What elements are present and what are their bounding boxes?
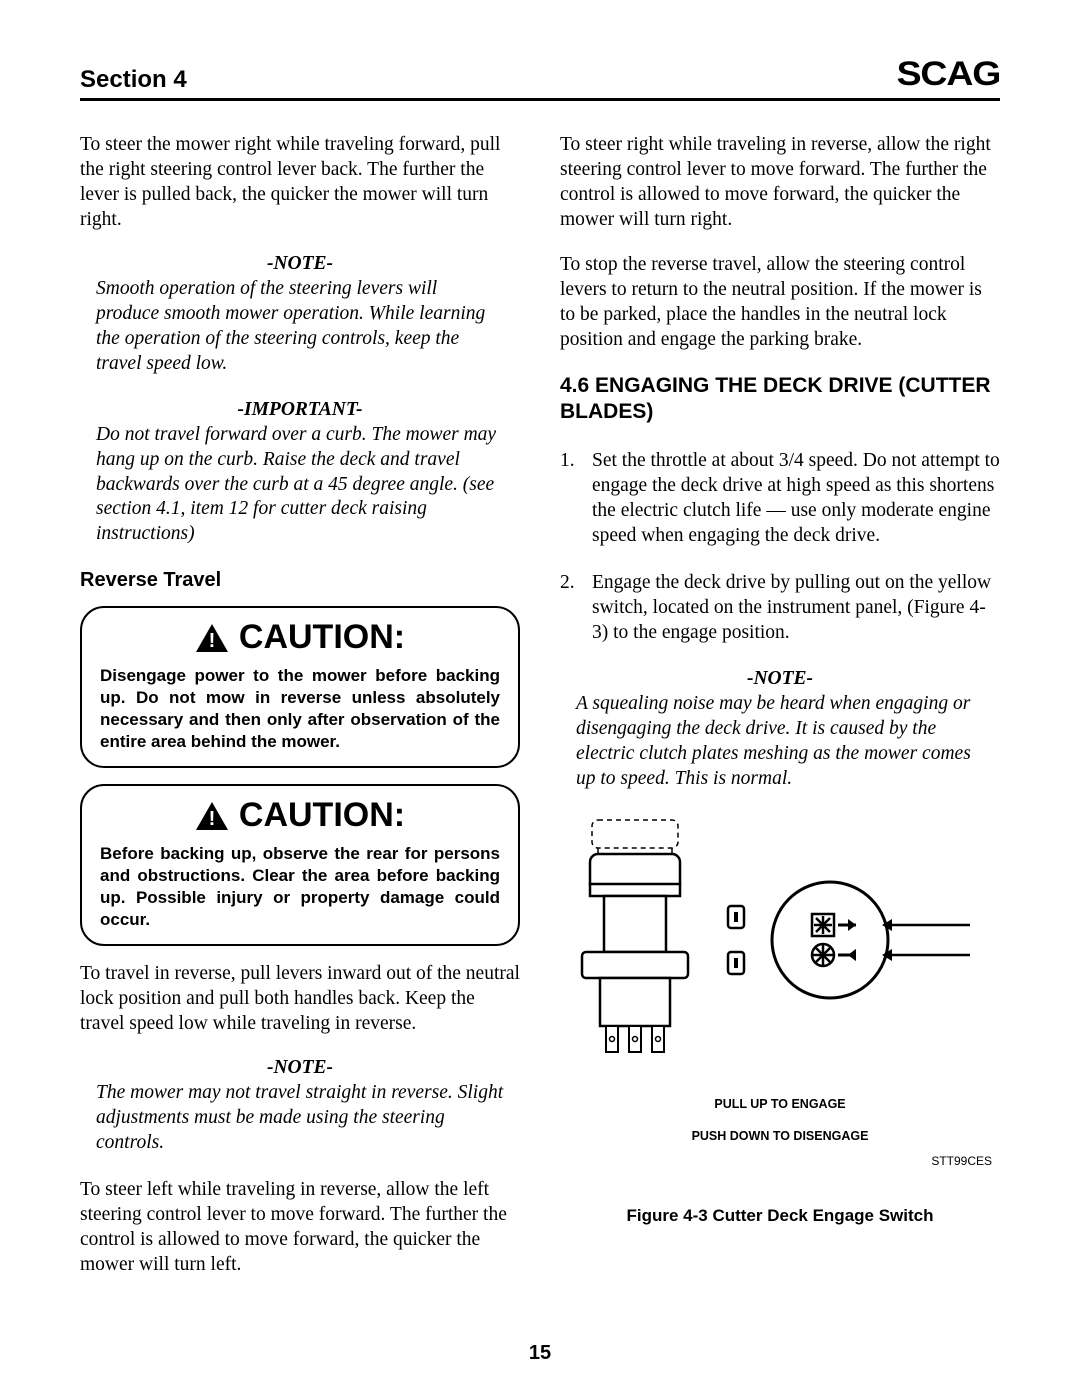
- switch-side-view-icon: [560, 814, 710, 1074]
- left-column: To steer the mower right while traveling…: [80, 133, 520, 1278]
- caution-title: CAUTION:: [239, 618, 405, 657]
- disengage-label: PUSH DOWN TO DISENGAGE: [560, 1126, 1000, 1146]
- caution-header: ! CAUTION:: [100, 796, 500, 835]
- svg-text:!: !: [209, 630, 216, 652]
- section-label: Section 4: [80, 66, 187, 94]
- brand-logo: SCAG: [896, 55, 1000, 94]
- page-header: Section 4 SCAG: [80, 55, 1000, 101]
- caution-2-text: Before backing up, observe the rear for …: [100, 843, 500, 930]
- caution-title: CAUTION:: [239, 796, 405, 835]
- section-4-6-heading: 4.6 ENGAGING THE DECK DRIVE (CUTTER BLAD…: [560, 373, 1000, 426]
- switch-top-view-icon: [720, 874, 990, 1014]
- right-column: To steer right while traveling in revers…: [560, 133, 1000, 1278]
- page-number: 15: [0, 1342, 1080, 1365]
- steer-right-fwd-para: To steer the mower right while traveling…: [80, 133, 520, 233]
- reverse-travel-para: To travel in reverse, pull levers inward…: [80, 962, 520, 1037]
- svg-text:!: !: [209, 808, 216, 830]
- engage-label: PULL UP TO ENGAGE: [560, 1094, 1000, 1114]
- note-label: -NOTE-: [80, 1057, 520, 1079]
- note-text: Smooth operation of the steering levers …: [80, 277, 520, 377]
- warning-icon: !: [195, 623, 229, 653]
- procedure-step: Set the throttle at about 3/4 speed. Do …: [560, 449, 1000, 549]
- warning-icon: !: [195, 801, 229, 831]
- figure-caption: Figure 4-3 Cutter Deck Engage Switch: [560, 1206, 1000, 1226]
- procedure-step: Engage the deck drive by pulling out on …: [560, 571, 1000, 646]
- caution-box-1: ! CAUTION: Disengage power to the mower …: [80, 606, 520, 768]
- steer-right-rev-para: To steer right while traveling in revers…: [560, 133, 1000, 233]
- procedure-list: Set the throttle at about 3/4 speed. Do …: [560, 449, 1000, 646]
- content-columns: To steer the mower right while traveling…: [80, 133, 1000, 1278]
- note-text: The mower may not travel straight in rev…: [80, 1081, 520, 1156]
- note-label: -NOTE-: [560, 668, 1000, 690]
- stop-reverse-para: To stop the reverse travel, allow the st…: [560, 253, 1000, 353]
- note-text: A squealing noise may be heard when enga…: [560, 692, 1000, 792]
- caution-header: ! CAUTION:: [100, 618, 500, 657]
- steer-left-rev-para: To steer left while traveling in reverse…: [80, 1178, 520, 1278]
- important-label: -IMPORTANT-: [80, 399, 520, 421]
- figure-code: STT99CES: [560, 1154, 1000, 1168]
- figure-labels: PULL UP TO ENGAGE PUSH DOWN TO DISENGAGE: [560, 1094, 1000, 1146]
- important-text: Do not travel forward over a curb. The m…: [80, 423, 520, 548]
- figure-4-3: PULL UP TO ENGAGE PUSH DOWN TO DISENGAGE…: [560, 814, 1000, 1226]
- reverse-travel-heading: Reverse Travel: [80, 569, 520, 592]
- caution-1-text: Disengage power to the mower before back…: [100, 665, 500, 752]
- note-label: -NOTE-: [80, 253, 520, 275]
- caution-box-2: ! CAUTION: Before backing up, observe th…: [80, 784, 520, 946]
